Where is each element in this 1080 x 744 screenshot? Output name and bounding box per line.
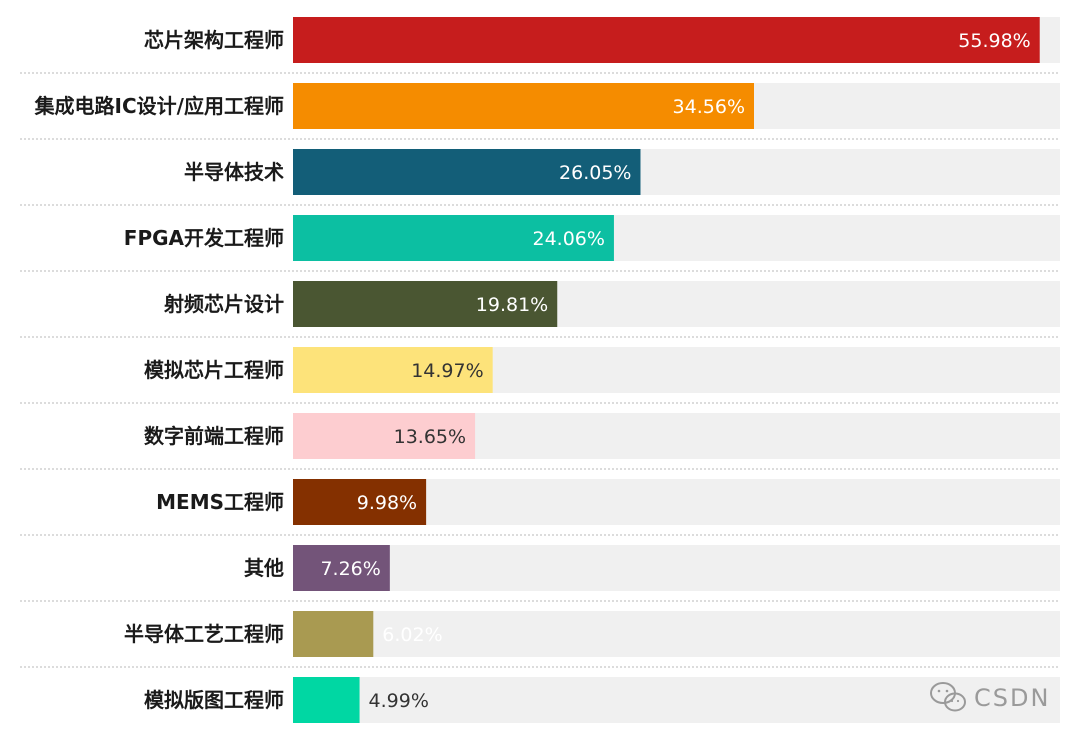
bar — [293, 17, 1040, 63]
value-labels: 55.98% 34.56% 26.05% 24.06% 19.81% 14.97% 13.6… — [320, 30, 1030, 712]
wechat-icon — [930, 682, 966, 712]
bar-track — [293, 611, 1060, 657]
category-label: 半导体工艺工程师 — [124, 622, 284, 646]
bar — [293, 215, 614, 261]
bar — [293, 347, 493, 393]
category-label: 芯片架构工程师 — [144, 28, 284, 52]
bar — [293, 479, 427, 525]
value-label: 19.81% — [476, 294, 548, 316]
value-label: 55.98% — [958, 30, 1030, 52]
bar — [293, 677, 360, 723]
watermark: CSDN — [930, 682, 1050, 712]
value-label: 34.56% — [673, 96, 745, 118]
bar-track — [293, 545, 1060, 591]
category-label: 模拟芯片工程师 — [144, 358, 284, 382]
value-label: 13.65% — [394, 426, 466, 448]
bars — [293, 17, 1040, 723]
bar — [293, 281, 558, 327]
category-label: 集成电路IC设计/应用工程师 — [34, 94, 284, 118]
bar — [293, 545, 390, 591]
category-label: 其他 — [244, 556, 284, 580]
bar — [293, 149, 641, 195]
bar — [293, 83, 755, 129]
value-label: 9.98% — [357, 492, 417, 514]
category-label: 半导体技术 — [184, 160, 284, 184]
category-label: MEMS工程师 — [156, 490, 284, 514]
value-label: 24.06% — [532, 228, 604, 250]
value-label: 4.99% — [369, 690, 429, 712]
category-label: 数字前端工程师 — [144, 424, 284, 448]
bar-track — [293, 677, 1060, 723]
value-label: 7.26% — [320, 558, 380, 580]
category-label: FPGA开发工程师 — [124, 226, 284, 250]
bar — [293, 611, 374, 657]
value-label: 6.02% — [382, 624, 442, 646]
row-separators — [20, 72, 1060, 668]
watermark-text: CSDN — [974, 684, 1050, 712]
bar — [293, 413, 476, 459]
category-label: 射频芯片设计 — [163, 292, 284, 316]
value-label: 14.97% — [411, 360, 483, 382]
category-label: 模拟版图工程师 — [144, 688, 284, 712]
value-label: 26.05% — [559, 162, 631, 184]
